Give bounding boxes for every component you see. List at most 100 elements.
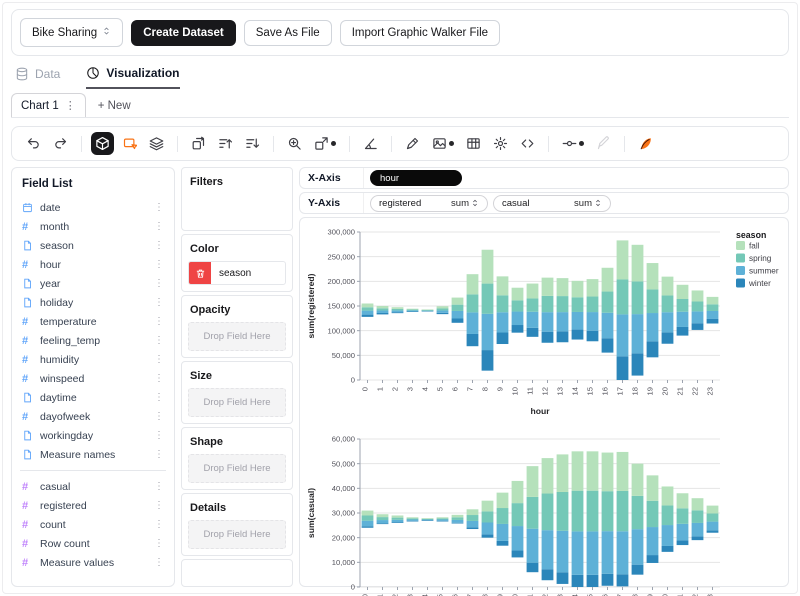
bar-segment-spring[interactable] bbox=[541, 295, 554, 313]
bar-segment-fall[interactable] bbox=[556, 278, 569, 297]
bar-segment-spring[interactable] bbox=[706, 304, 719, 311]
bar-segment-spring[interactable] bbox=[481, 511, 494, 523]
y-axis-field-chip-casual[interactable]: casual sum bbox=[493, 194, 611, 212]
bar-segment-fall[interactable] bbox=[646, 475, 659, 501]
y-axis-shelf[interactable]: registered sum casual sum bbox=[364, 193, 788, 213]
bar-segment-fall[interactable] bbox=[451, 297, 464, 305]
bar-segment-fall[interactable] bbox=[631, 463, 644, 496]
bar-segment-winter[interactable] bbox=[646, 555, 659, 563]
bar-segment-fall[interactable] bbox=[541, 458, 554, 494]
field-item-hour[interactable]: # hour ⋮ bbox=[18, 255, 168, 274]
bar-segment-summer[interactable] bbox=[646, 313, 659, 342]
legend-swatch-fall[interactable] bbox=[736, 241, 745, 250]
size-dropzone[interactable]: Drop Field Here bbox=[188, 388, 286, 417]
bar-segment-summer[interactable] bbox=[361, 310, 374, 315]
bar-segment-winter[interactable] bbox=[676, 540, 689, 546]
bar-segment-winter[interactable] bbox=[616, 356, 629, 380]
field-menu-icon[interactable]: ⋮ bbox=[154, 449, 164, 460]
bar-segment-summer[interactable] bbox=[691, 522, 704, 537]
bar-segment-summer[interactable] bbox=[466, 312, 479, 334]
bar-segment-summer[interactable] bbox=[676, 311, 689, 327]
bar-segment-summer[interactable] bbox=[391, 310, 404, 313]
bar-segment-fall[interactable] bbox=[511, 287, 524, 301]
opacity-dropzone[interactable]: Drop Field Here bbox=[188, 322, 286, 351]
bar-segment-winter[interactable] bbox=[361, 526, 374, 528]
bar-segment-fall[interactable] bbox=[661, 276, 674, 296]
bar-segment-summer[interactable] bbox=[661, 525, 674, 546]
sort-descending-button[interactable] bbox=[241, 132, 264, 155]
color-field-chip[interactable]: season bbox=[188, 261, 286, 285]
bar-segment-fall[interactable] bbox=[526, 466, 539, 497]
dataset-select[interactable]: Bike Sharing bbox=[20, 18, 124, 47]
bar-segment-spring[interactable] bbox=[601, 491, 614, 532]
bar-segment-spring[interactable] bbox=[391, 308, 404, 311]
details-dropzone[interactable]: Drop Field Here bbox=[188, 520, 286, 549]
bar-segment-winter[interactable] bbox=[496, 332, 509, 345]
bar-segment-summer[interactable] bbox=[586, 531, 599, 575]
field-menu-icon[interactable]: ⋮ bbox=[154, 335, 164, 346]
legend-swatch-winter[interactable] bbox=[736, 278, 745, 288]
bar-segment-fall[interactable] bbox=[631, 244, 644, 282]
field-item-measure-names[interactable]: Measure names ⋮ bbox=[18, 445, 168, 464]
bar-segment-fall[interactable] bbox=[586, 451, 599, 491]
bar-segment-spring[interactable] bbox=[466, 294, 479, 313]
bar-segment-summer[interactable] bbox=[586, 312, 599, 331]
field-menu-icon[interactable]: ⋮ bbox=[154, 411, 164, 422]
bar-segment-summer[interactable] bbox=[436, 519, 449, 521]
bar-segment-fall[interactable] bbox=[646, 263, 659, 290]
bar-segment-spring[interactable] bbox=[526, 298, 539, 312]
bar-segment-fall[interactable] bbox=[481, 249, 494, 284]
legend-swatch-summer[interactable] bbox=[736, 266, 745, 275]
bar-segment-spring[interactable] bbox=[586, 296, 599, 313]
bar-segment-spring[interactable] bbox=[706, 513, 719, 522]
bar-segment-fall[interactable] bbox=[361, 510, 374, 516]
field-menu-icon[interactable]: ⋮ bbox=[154, 373, 164, 384]
bar-segment-winter[interactable] bbox=[376, 523, 389, 525]
bar-segment-winter[interactable] bbox=[511, 550, 524, 558]
bar-segment-summer[interactable] bbox=[601, 531, 614, 574]
resize-button[interactable] bbox=[310, 132, 340, 155]
bar-segment-spring[interactable] bbox=[601, 291, 614, 313]
bar-segment-summer[interactable] bbox=[631, 529, 644, 565]
field-item-year[interactable]: year ⋮ bbox=[18, 274, 168, 293]
bar-segment-summer[interactable] bbox=[676, 523, 689, 541]
bar-segment-fall[interactable] bbox=[376, 514, 389, 518]
bar-segment-summer[interactable] bbox=[571, 311, 584, 330]
bar-segment-winter[interactable] bbox=[691, 323, 704, 330]
bar-segment-fall[interactable] bbox=[676, 284, 689, 299]
field-item-month[interactable]: # month ⋮ bbox=[18, 217, 168, 236]
bar-segment-fall[interactable] bbox=[496, 492, 509, 509]
bar-segment-fall[interactable] bbox=[391, 515, 404, 518]
save-as-file-button[interactable]: Save As File bbox=[243, 19, 332, 46]
bar-segment-spring[interactable] bbox=[406, 309, 419, 311]
bar-segment-spring[interactable] bbox=[571, 490, 584, 532]
bar-segment-fall[interactable] bbox=[406, 308, 419, 310]
bar-segment-fall[interactable] bbox=[511, 480, 524, 504]
zoom-in-button[interactable] bbox=[283, 132, 306, 155]
bar-segment-winter[interactable] bbox=[556, 331, 569, 343]
bar-segment-summer[interactable] bbox=[406, 310, 419, 312]
bar-segment-summer[interactable] bbox=[511, 311, 524, 326]
field-menu-icon[interactable]: ⋮ bbox=[154, 430, 164, 441]
remove-field-button[interactable] bbox=[189, 262, 211, 284]
bar-segment-winter[interactable] bbox=[466, 333, 479, 347]
bar-segment-winter[interactable] bbox=[481, 534, 494, 538]
field-item-dayofweek[interactable]: # dayofweek ⋮ bbox=[18, 407, 168, 426]
bar-segment-spring[interactable] bbox=[631, 495, 644, 530]
shape-dropzone[interactable]: Drop Field Here bbox=[188, 454, 286, 483]
bar-segment-winter[interactable] bbox=[646, 341, 659, 358]
bar-segment-winter[interactable] bbox=[661, 545, 674, 552]
field-menu-icon[interactable]: ⋮ bbox=[154, 354, 164, 365]
bar-segment-summer[interactable] bbox=[616, 314, 629, 357]
x-axis-shelf[interactable]: hour bbox=[364, 168, 788, 188]
bar-segment-fall[interactable] bbox=[361, 303, 374, 308]
bar-segment-spring[interactable] bbox=[571, 297, 584, 312]
bar-segment-spring[interactable] bbox=[481, 283, 494, 314]
field-menu-icon[interactable]: ⋮ bbox=[154, 202, 164, 213]
bar-segment-winter[interactable] bbox=[466, 527, 479, 530]
field-item-daytime[interactable]: daytime ⋮ bbox=[18, 388, 168, 407]
chart-tab-1[interactable]: Chart 1 ⋮ bbox=[11, 93, 86, 117]
field-item-date[interactable]: date ⋮ bbox=[18, 198, 168, 217]
bar-segment-summer[interactable] bbox=[496, 523, 509, 541]
bar-segment-summer[interactable] bbox=[391, 519, 404, 523]
